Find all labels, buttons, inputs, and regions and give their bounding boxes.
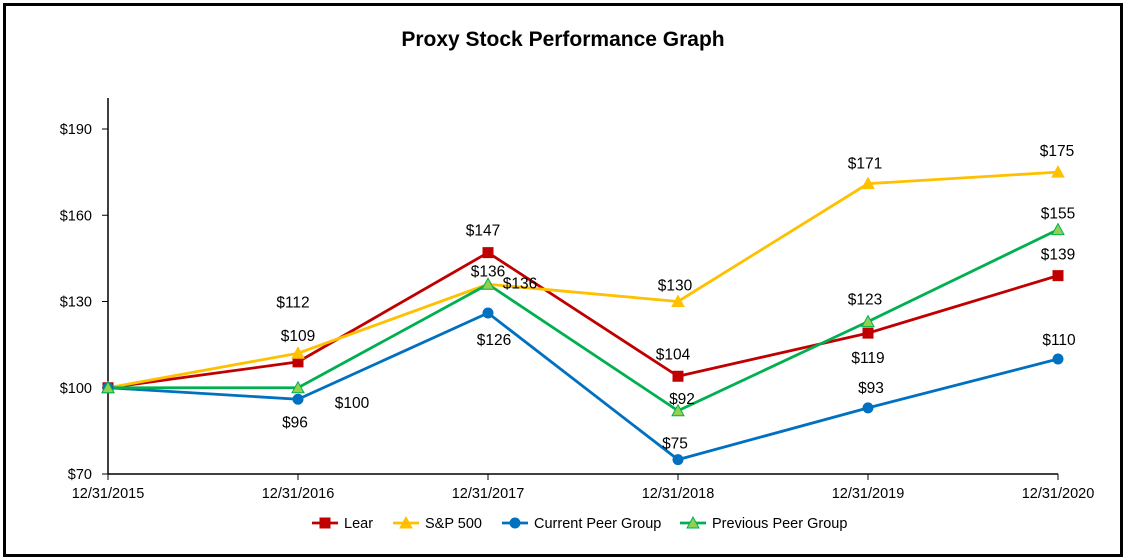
previous-peer-marker [671, 403, 685, 417]
current-peer-marker [862, 402, 874, 414]
legend-previous-peer-swatch-marker [686, 515, 700, 529]
performance-chart: Proxy Stock Performance Graph $70 $100 $130… [60, 28, 1095, 532]
previous-peer-marker [101, 380, 115, 394]
x-tick-label: 12/31/2020 [1022, 486, 1095, 502]
legend-lear-swatch-marker [319, 517, 331, 529]
previous-peer-marker [861, 314, 875, 328]
sp500-marker [291, 346, 305, 359]
current-peer-marker [1052, 353, 1064, 365]
previous-peer-marker [1051, 222, 1065, 236]
x-tick-label: 12/31/2015 [72, 486, 145, 502]
current-peer-marker [672, 454, 684, 466]
y-tick-label: $100 [60, 381, 92, 397]
legend-previous-peer-label: Previous Peer Group [712, 516, 847, 532]
x-tick-label: 12/31/2017 [452, 486, 525, 502]
sp500-line [107, 170, 1059, 390]
previous-peer-data-label: $92 [669, 391, 695, 408]
y-tick-label: $130 [60, 295, 92, 311]
lear-marker [672, 370, 684, 382]
current-peer-data-label: $93 [858, 380, 884, 397]
y-tick-label: $70 [68, 467, 92, 483]
sp500-data-label: $136 [471, 263, 505, 280]
legend-sp500-label: S&P 500 [425, 516, 482, 532]
sp500-marker [861, 176, 875, 190]
sp500-data-label: $130 [658, 278, 693, 295]
lear-marker [482, 247, 494, 259]
current-peer-data-label: $75 [662, 436, 688, 453]
x-tick-label: 12/31/2018 [642, 486, 715, 502]
previous-peer-data-label: $100 [335, 395, 370, 412]
current-peer-line [107, 311, 1059, 462]
sp500-data-label: $112 [276, 294, 309, 311]
lear-data-label: $104 [656, 346, 691, 363]
legend-current-peer-label: Current Peer Group [534, 516, 661, 532]
chart-frame: Proxy Stock Performance Graph $70 $100 $130… [3, 3, 1123, 557]
previous-peer-data-label: $136 [503, 275, 537, 292]
lear-data-label: $109 [281, 328, 315, 345]
previous-peer-marker [481, 277, 495, 290]
current-peer-data-label: $110 [1042, 332, 1076, 349]
chart-title: Proxy Stock Performance Graph [401, 28, 724, 51]
lear-data-label: $139 [1041, 247, 1075, 264]
previous-peer-line [108, 228, 1059, 413]
sp500-data-label: $175 [1040, 143, 1074, 160]
x-tick-label: 12/31/2019 [832, 486, 905, 502]
lear-line [107, 251, 1059, 390]
current-peer-data-label: $96 [282, 414, 308, 431]
sp500-marker [1051, 165, 1065, 178]
legend-lear-label: Lear [344, 516, 373, 532]
previous-peer-data-label: $123 [848, 292, 882, 309]
y-tick-label: $190 [60, 122, 92, 138]
lear-data-label: $119 [851, 350, 884, 367]
x-tick-label: 12/31/2016 [262, 486, 335, 502]
current-peer-data-label: $126 [477, 332, 511, 349]
previous-peer-marker [291, 380, 305, 394]
sp500-marker [671, 294, 685, 307]
y-tick-label: $160 [60, 208, 92, 224]
legend-current-peer-swatch-marker [509, 517, 521, 529]
lear-data-label: $147 [466, 223, 500, 240]
current-peer-marker [482, 307, 494, 319]
previous-peer-data-label: $155 [1041, 206, 1075, 223]
legend-sp500-swatch-marker [399, 515, 413, 529]
lear-marker [862, 327, 874, 339]
sp500-data-label: $171 [848, 156, 882, 173]
lear-marker [1052, 270, 1064, 282]
current-peer-marker [292, 393, 304, 405]
